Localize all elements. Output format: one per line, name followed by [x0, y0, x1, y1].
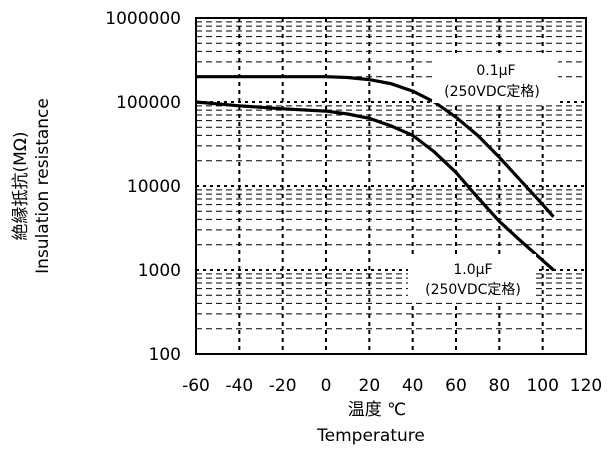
- x-tick-label: 60: [445, 376, 467, 396]
- annotation-1-0uF: 1.0μF (250VDC定格): [408, 254, 536, 302]
- x-tick-label: 120: [570, 376, 602, 396]
- series-line-1: [195, 100, 555, 272]
- annotation-0-1uF: 0.1μF (250VDC定格): [432, 53, 558, 103]
- y-axis-title-en: Insulation resistance: [33, 98, 53, 274]
- x-tick-label: -60: [182, 376, 210, 396]
- series-lines: [195, 75, 555, 272]
- y-axis-title: 絶縁抵抗(MΩ): [11, 132, 31, 241]
- x-tick-label: -40: [225, 376, 253, 396]
- x-tick-label: -20: [269, 376, 297, 396]
- plot-frame: [195, 17, 587, 355]
- x-tick-labels: -60 -40 -20 0 20 40 60 80 100 120: [182, 376, 602, 396]
- annotation-1-0uF-line1: 1.0μF: [453, 262, 492, 278]
- y-tick-label: 1000000: [105, 9, 181, 29]
- y-tick-label: 100000: [116, 93, 181, 113]
- x-tick-label: 80: [489, 376, 511, 396]
- y-tick-labels: 100 1000 10000 100000 1000000: [105, 9, 181, 365]
- series-line-0: [196, 75, 555, 218]
- x-axis-title: 温度 ℃: [348, 400, 407, 420]
- y-tick-label: 1000: [138, 261, 181, 281]
- annotation-0-1uF-line1: 0.1μF: [476, 63, 515, 79]
- y-tick-label: 100: [149, 345, 181, 365]
- x-axis-title-en: Temperature: [316, 426, 425, 446]
- x-tick-label: 0: [321, 376, 332, 396]
- annotation-0-1uF-line2: (250VDC定格): [444, 84, 540, 100]
- x-tick-label: 20: [359, 376, 381, 396]
- annotation-1-0uF-line2: (250VDC定格): [425, 282, 521, 298]
- x-tick-label: 100: [526, 376, 558, 396]
- x-tick-label: 40: [402, 376, 424, 396]
- y-tick-label: 10000: [127, 177, 181, 197]
